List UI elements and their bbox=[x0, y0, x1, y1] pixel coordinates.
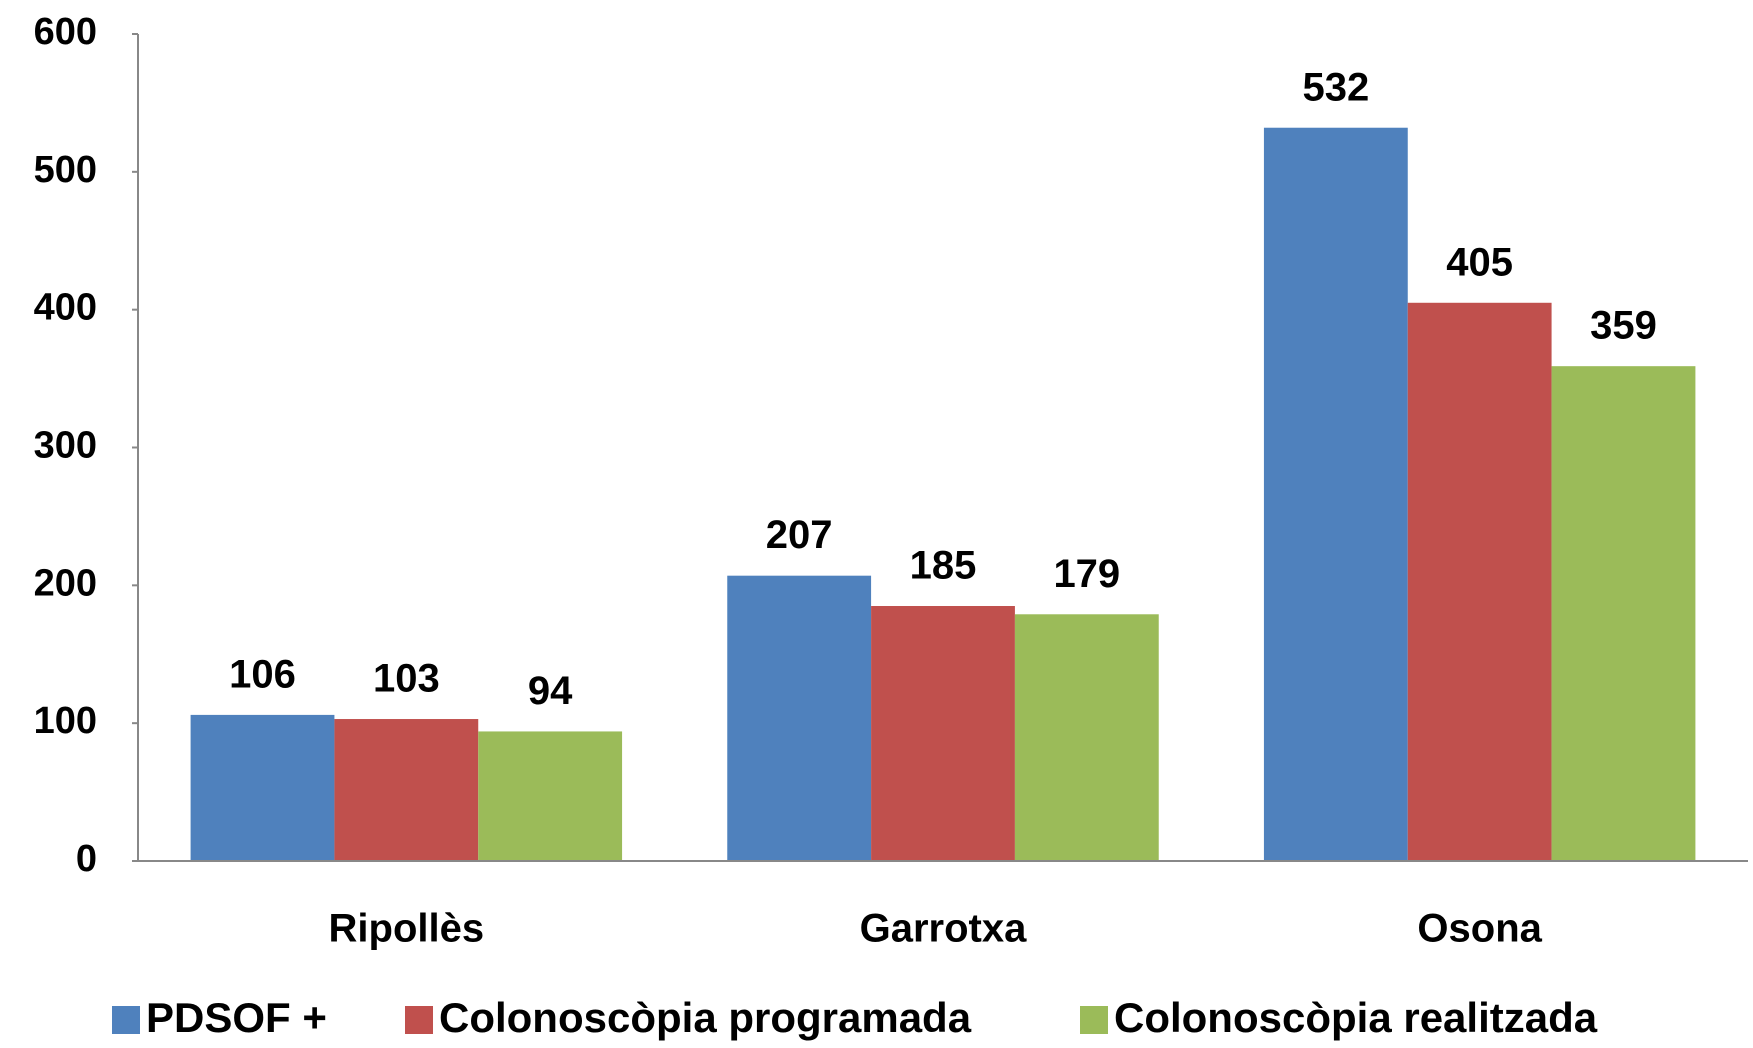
legend-swatch bbox=[112, 1006, 140, 1034]
data-label: 405 bbox=[1446, 240, 1513, 284]
x-tick-label: Garrotxa bbox=[860, 907, 1027, 951]
data-label: 94 bbox=[528, 669, 573, 713]
bar bbox=[871, 606, 1015, 861]
bar bbox=[190, 714, 335, 861]
data-label: 179 bbox=[1053, 552, 1120, 596]
legend-label: Colonoscòpia realitzada bbox=[1114, 994, 1598, 1041]
data-label: 106 bbox=[229, 652, 296, 696]
bar bbox=[478, 731, 623, 861]
y-tick-label: 500 bbox=[34, 149, 97, 191]
data-label: 532 bbox=[1302, 65, 1369, 109]
bar bbox=[1014, 614, 1159, 861]
data-label: 207 bbox=[766, 513, 833, 557]
legend-swatch bbox=[405, 1006, 433, 1034]
x-tick-label: Osona bbox=[1417, 907, 1542, 951]
y-tick-label: 0 bbox=[76, 838, 97, 880]
y-tick-label: 300 bbox=[34, 425, 97, 467]
data-label: 359 bbox=[1590, 304, 1657, 348]
bar bbox=[727, 575, 872, 861]
bar bbox=[1551, 366, 1696, 861]
y-tick-label: 200 bbox=[34, 562, 97, 604]
y-tick-label: 100 bbox=[34, 700, 97, 742]
bar bbox=[334, 719, 479, 861]
bar bbox=[1407, 302, 1552, 861]
data-label: 185 bbox=[910, 544, 977, 588]
y-tick-label: 600 bbox=[34, 11, 97, 53]
y-tick-label: 400 bbox=[34, 287, 97, 329]
bar bbox=[1263, 127, 1408, 861]
legend-label: Colonoscòpia programada bbox=[439, 994, 972, 1041]
data-label: 103 bbox=[373, 657, 440, 701]
legend-swatch bbox=[1080, 1006, 1108, 1034]
legend-label: PDSOF + bbox=[146, 994, 327, 1041]
x-tick-label: Ripollès bbox=[329, 907, 485, 951]
